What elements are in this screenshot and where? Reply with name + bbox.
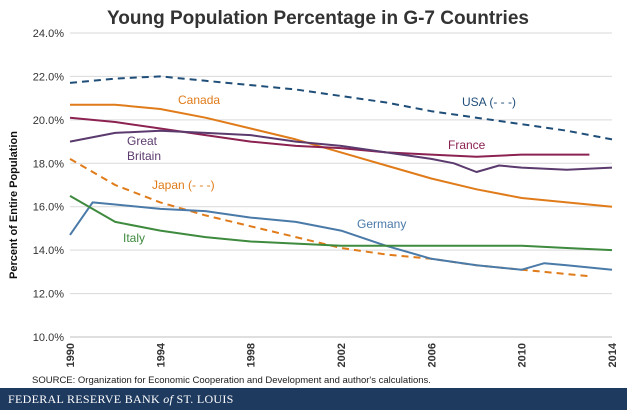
footer-word: LOUIS [194, 392, 234, 406]
series-label-canada: Canada [178, 93, 220, 107]
chart-title: Young Population Percentage in G-7 Count… [107, 8, 529, 29]
footer-word: RESERVE [64, 392, 122, 406]
x-tick-label: 2006 [426, 343, 438, 367]
y-tick-label: 16.0% [33, 202, 64, 214]
series-label-france: France [448, 138, 486, 152]
x-tick-label: 2014 [607, 342, 619, 367]
footer-word: of [160, 392, 175, 406]
y-tick-label: 18.0% [33, 158, 64, 170]
footer-word: FEDERAL [8, 392, 64, 406]
series-label-part: Britain [127, 149, 161, 163]
y-tick-label: 10.0% [33, 332, 64, 344]
footer-word: ST. [173, 392, 193, 406]
footer-text: FEDERAL RESERVE BANK of ST. LOUIS [8, 392, 234, 406]
series-label-great-britain: Great Britain [127, 134, 161, 163]
source-note: SOURCE: Organization for Economic Cooper… [32, 375, 431, 386]
x-axis: 1990 1994 1998 2002 2006 2010 2014 [65, 342, 619, 367]
y-axis: 10.0% 12.0% 14.0% 16.0% 18.0% 20.0% 22.0% 24.0% [33, 28, 64, 344]
series-line-canada [70, 103, 613, 208]
y-tick-label: 12.0% [33, 289, 64, 301]
footer-word: BANK [121, 392, 160, 406]
footer-bar [0, 388, 627, 410]
series-line-italy [69, 195, 613, 252]
x-tick-label: 1998 [246, 343, 258, 367]
x-tick-label: 1994 [155, 342, 167, 367]
y-tick-label: 24.0% [33, 28, 64, 40]
series-line-france [69, 116, 590, 158]
y-tick-label: 22.0% [33, 71, 64, 83]
series-label-germany: Germany [357, 217, 406, 231]
series-line-germany [69, 201, 613, 271]
y-axis-label: Percent of Entire Population [8, 131, 20, 279]
x-tick-label: 2010 [517, 343, 529, 367]
series-line-great-britain [69, 129, 613, 173]
x-tick-label: 1990 [65, 343, 77, 367]
y-tick-label: 14.0% [33, 245, 64, 257]
series-labels: USA (- - -) Canada France Great Britain Japan… [123, 93, 516, 245]
series-line-usa [69, 75, 613, 141]
y-tick-label: 20.0% [33, 115, 64, 127]
series-label-japan: Japan (- - -) [152, 178, 215, 192]
series-line-japan [69, 158, 590, 278]
series-label-part: Great [127, 134, 158, 148]
series-label-italy: Italy [123, 231, 145, 245]
series-label-usa: USA (- - -) [462, 95, 516, 109]
series-lines [69, 75, 613, 278]
x-tick-label: 2002 [336, 343, 348, 367]
